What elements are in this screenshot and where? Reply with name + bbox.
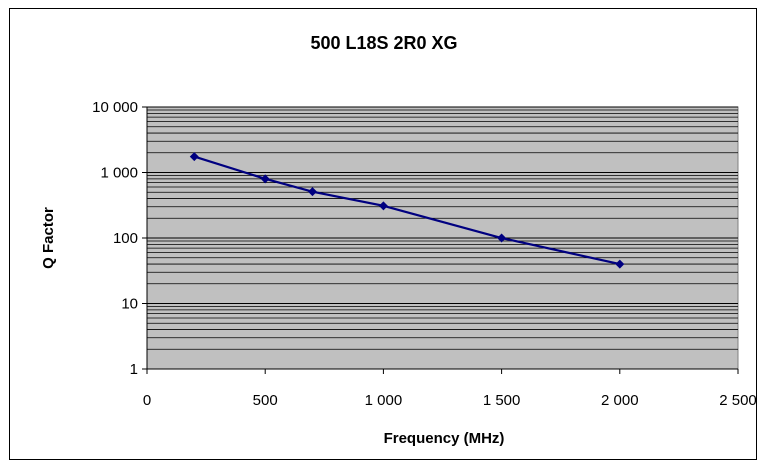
y-tick-label: 1 — [130, 361, 138, 378]
data-point-marker — [260, 174, 270, 184]
x-tick-label: 2 500 — [719, 392, 757, 409]
y-tick-label: 10 — [121, 296, 138, 313]
data-point-marker — [378, 201, 388, 211]
y-tick-label: 100 — [113, 230, 138, 247]
series-line — [193, 155, 621, 266]
x-tick-label: 500 — [253, 392, 278, 409]
chart-title: 500 L18S 2R0 XG — [310, 33, 457, 53]
x-tick-label: 1 500 — [483, 392, 521, 409]
axes — [142, 106, 739, 374]
y-tick-labels: 1 10 100 1 000 10 000 — [92, 99, 138, 378]
x-tick-label: 1 000 — [365, 392, 403, 409]
gridlines — [147, 106, 738, 370]
data-point-marker — [615, 259, 625, 269]
data-point-marker — [189, 152, 199, 162]
data-point-marker — [497, 233, 507, 243]
y-tick-label: 10 000 — [92, 99, 138, 116]
data-point-marker — [307, 187, 317, 197]
series-polyline — [193, 155, 621, 266]
x-tick-label: 0 — [143, 392, 151, 409]
x-tick-labels: 0 500 1 000 1 500 2 000 2 500 — [143, 392, 757, 409]
data-markers — [189, 152, 625, 269]
y-tick-label: 1 000 — [100, 165, 138, 182]
x-tick-label: 2 000 — [601, 392, 639, 409]
x-axis-title: Frequency (MHz) — [384, 430, 505, 447]
y-axis-title: Q Factor — [40, 207, 57, 269]
